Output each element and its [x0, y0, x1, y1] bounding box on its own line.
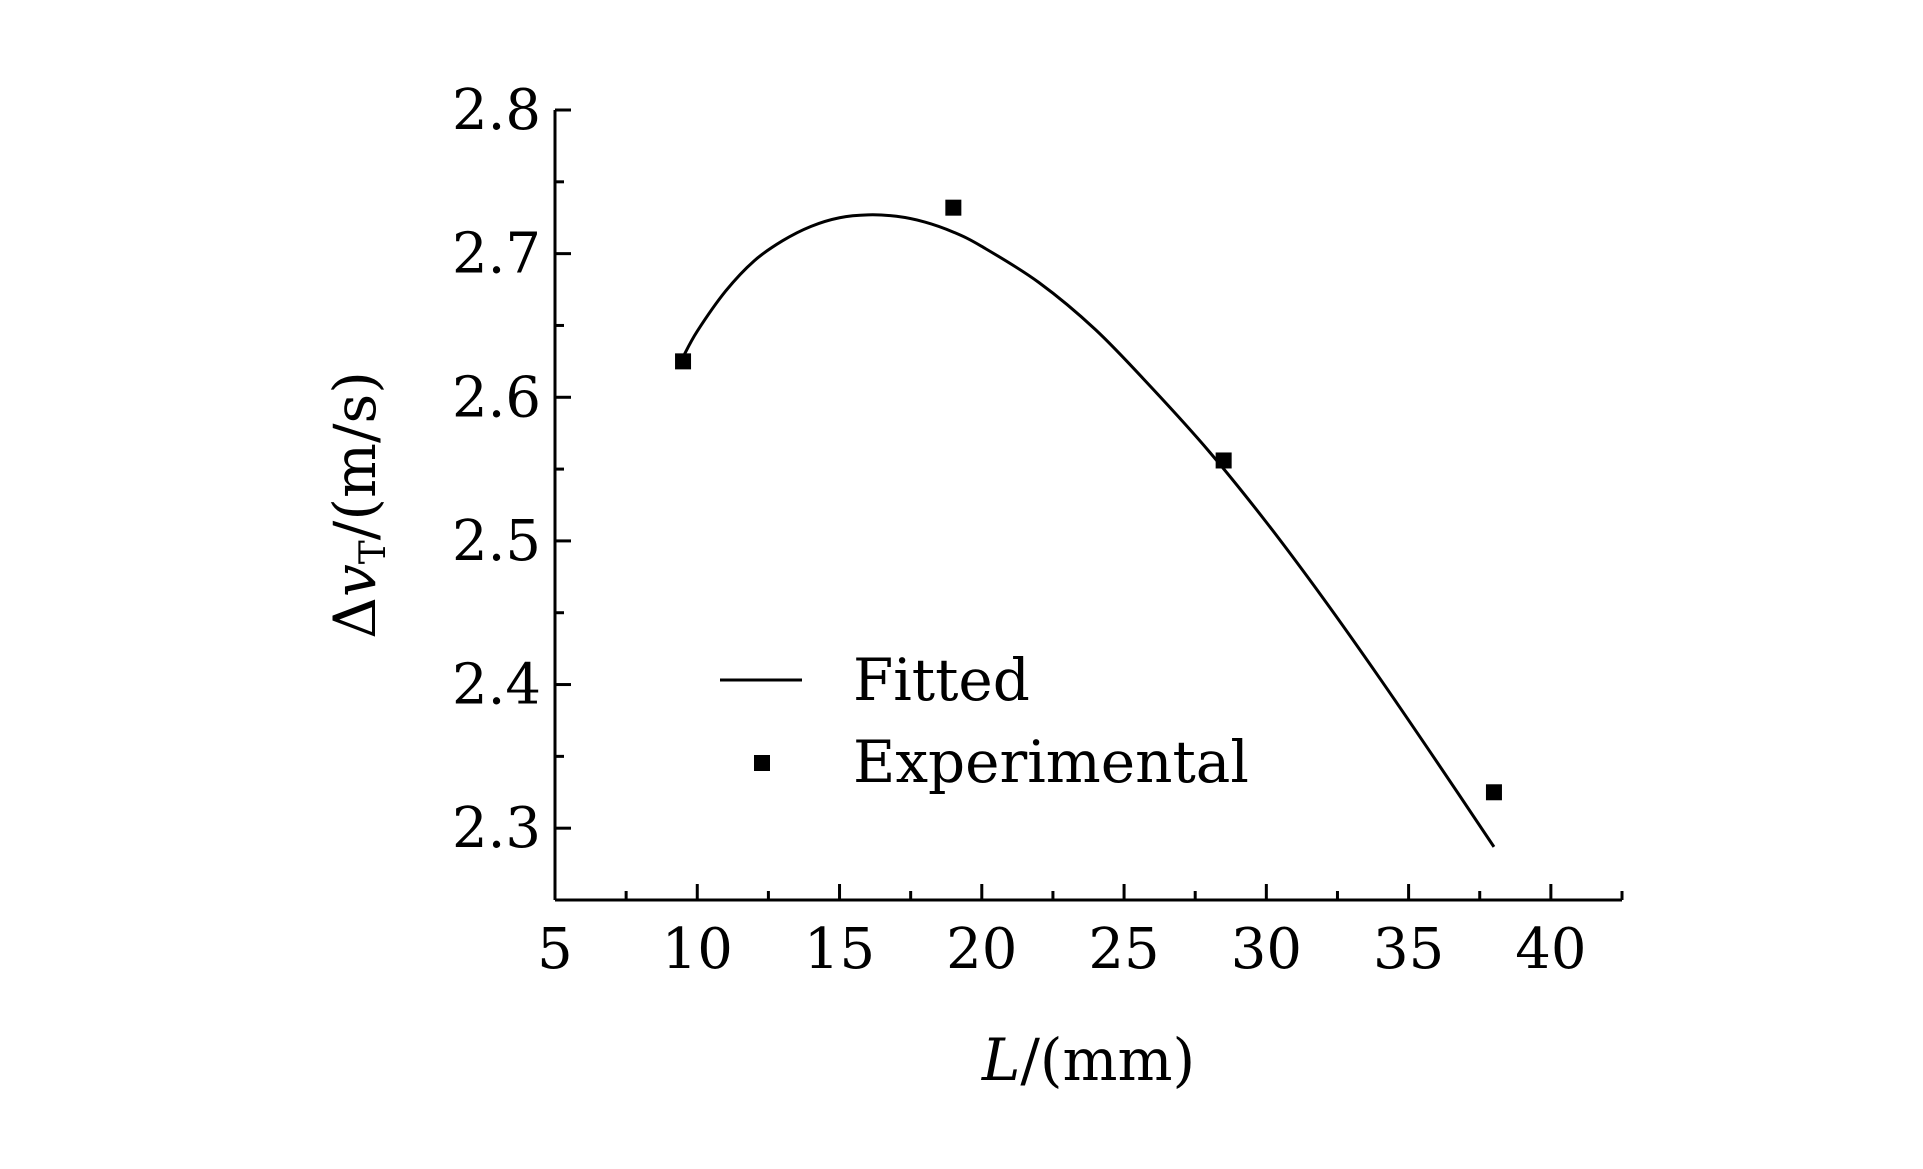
- x-tick-label: 40: [1515, 917, 1586, 982]
- legend-label-experimental: Experimental: [853, 728, 1249, 796]
- legend: Fitted Experimental: [720, 646, 1249, 796]
- y-tick-label: 2.6: [452, 365, 541, 430]
- experimental-point: [1485, 784, 1502, 801]
- x-axis-title: L/(mm): [981, 1026, 1195, 1094]
- y-axis-title: ΔvT/(m/s): [321, 371, 394, 639]
- y-tick-label: 2.8: [452, 78, 541, 143]
- x-tick-label: 10: [662, 917, 733, 982]
- x-tick-label: 15: [804, 917, 875, 982]
- y-ticks: 2.3 2.4 2.5 2.6 2.7 2.8: [452, 78, 571, 902]
- x-tick-label: 25: [1088, 917, 1159, 982]
- experimental-point: [675, 353, 692, 370]
- x-tick-label: 20: [946, 917, 1017, 982]
- experimental-point: [1215, 452, 1232, 469]
- y-tick-label: 2.4: [452, 653, 541, 718]
- experimental-point: [945, 199, 962, 216]
- y-axis-title-delta: Δ: [321, 597, 389, 639]
- legend-experimental-swatch: [754, 755, 770, 771]
- y-tick-label: 2.7: [452, 222, 541, 287]
- fitted-curve: [681, 213, 1496, 848]
- legend-label-fitted: Fitted: [853, 646, 1030, 714]
- x-tick-label: 35: [1373, 917, 1444, 982]
- y-axis-title-sub: T: [353, 540, 394, 564]
- axes: [553, 110, 1622, 902]
- series-layer: [675, 199, 1502, 848]
- x-tick-label: 5: [537, 917, 573, 982]
- y-axis-title-unit: /(m/s): [321, 371, 389, 540]
- y-tick-label: 2.3: [452, 796, 541, 861]
- x-tick-label: 30: [1231, 917, 1302, 982]
- x-axis-title-var: L: [981, 1026, 1021, 1094]
- x-axis-title-unit: /(mm): [1020, 1026, 1195, 1094]
- y-tick-label: 2.5: [452, 509, 541, 574]
- y-axis-title-var: v: [321, 564, 389, 597]
- x-ticks: 5 10 15 20 25 30 35 40: [537, 884, 1624, 982]
